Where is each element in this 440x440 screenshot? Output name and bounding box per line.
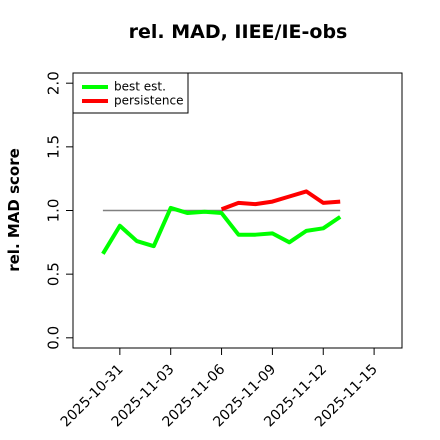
y-tick-label: 2.0 [45,71,63,95]
y-axis-label: rel. MAD score [5,148,23,272]
legend-label: best est. [114,80,166,94]
y-tick-label: 1.5 [45,135,63,159]
chart-title: rel. MAD, IIEE/IE-obs [129,21,348,43]
y-tick-label: 0.5 [45,262,63,286]
y-tick-label: 0.0 [45,326,63,350]
series-line [101,205,342,255]
y-tick-label: 1.0 [45,199,63,223]
legend-box [72,72,189,114]
series-line [220,189,341,212]
legend-label: persistence [114,94,183,108]
